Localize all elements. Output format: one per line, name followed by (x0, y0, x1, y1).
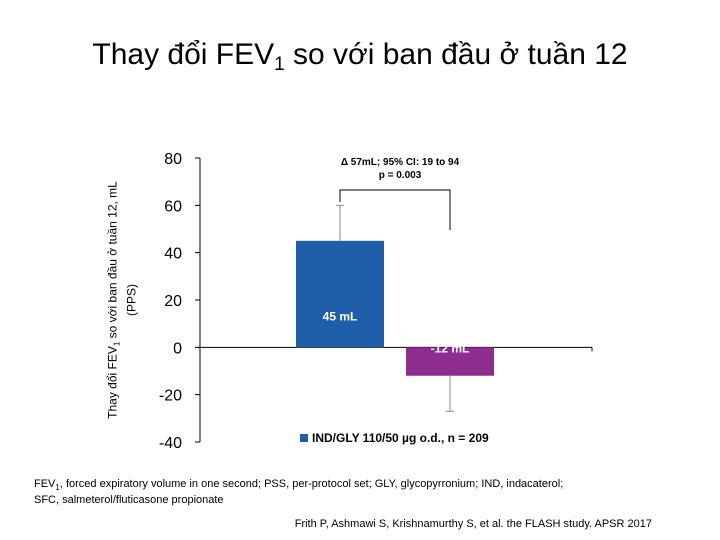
significance-bracket (339, 189, 451, 230)
stat-annotation: Δ 57mL; 95% CI: 19 to 94 p = 0.003 (300, 156, 500, 182)
footnote: FEV1, forced expiratory volume in one se… (34, 478, 564, 507)
data-label-2: -12 mL (431, 341, 470, 355)
page-title: Thay đổi FEV1 so với ban đầu ở tuần 12 (92, 38, 628, 75)
bar-1 (296, 240, 384, 348)
legend-label: IND/GLY 110/50 µg o.d., n = 209 (312, 431, 489, 445)
citation: Frith P, Ashmawi S, Krishnamurthy S, et … (294, 518, 652, 530)
y-tick-label: 80 (164, 151, 182, 168)
stat-annotation-line1: Δ 57mL; 95% CI: 19 to 94 (340, 157, 460, 168)
y-tick-label: -20 (159, 388, 182, 405)
bars-group: 45 mL -12 mL (296, 204, 494, 412)
bracket-line (339, 189, 451, 230)
y-axis: -40 -20 0 20 40 60 80 (159, 151, 593, 452)
y-tick-label: 40 (164, 246, 182, 263)
data-label-1: 45 mL (323, 309, 358, 323)
y-axis-label-wrap: Thay đổi FEV1 so với ban đầu ở tuần 12, … (92, 155, 152, 445)
stat-annotation-line2: p = 0.003 (378, 170, 422, 181)
y-tick-label: -40 (159, 435, 182, 452)
y-axis-label: Thay đổi FEV1 so với ban đầu ở tuần 12, … (105, 181, 139, 419)
y-tick-label: 20 (164, 293, 182, 310)
y-tick-label: 60 (164, 198, 182, 215)
legend: IND/GLY 110/50 µg o.d., n = 209 (300, 431, 489, 445)
bar-2 (406, 347, 494, 376)
y-tick-label: 0 (173, 340, 182, 357)
legend-swatch (300, 434, 308, 442)
